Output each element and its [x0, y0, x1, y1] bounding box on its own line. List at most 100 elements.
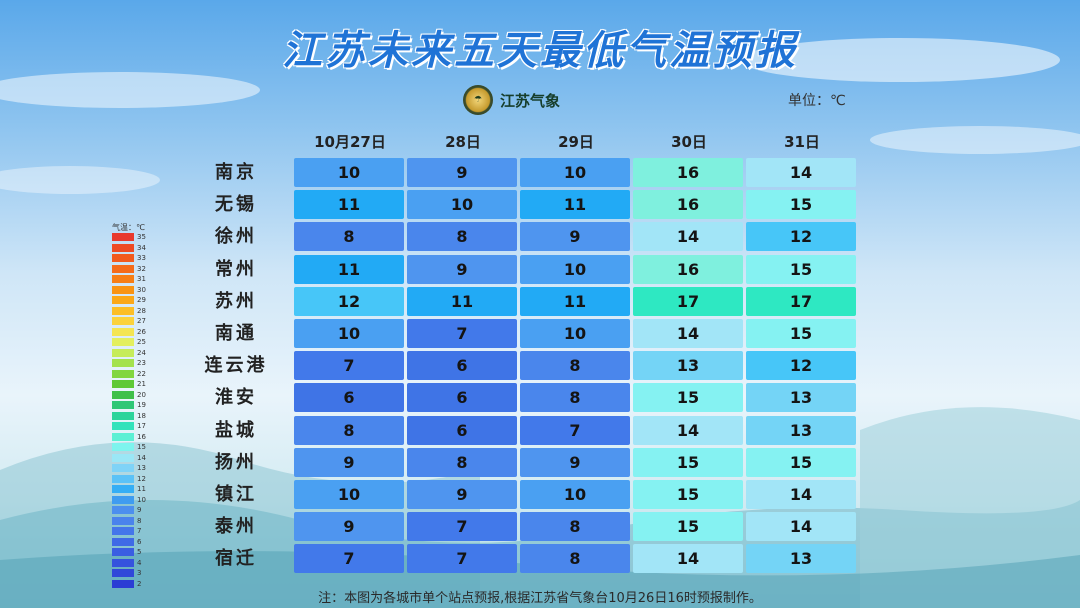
legend-swatch	[112, 401, 134, 409]
temperature-cell: 7	[294, 351, 404, 380]
temperature-cell: 9	[294, 448, 404, 477]
temperature-cell: 6	[407, 383, 517, 412]
legend-swatch	[112, 538, 134, 546]
legend-label: 9	[137, 506, 142, 514]
legend-label: 6	[137, 538, 142, 546]
column-header: 10月27日	[314, 133, 386, 151]
temperature-cell: 14	[633, 319, 743, 348]
legend-label: 21	[137, 380, 146, 388]
legend-swatch	[112, 244, 134, 252]
temperature-cell: 10	[407, 190, 517, 219]
legend-label: 25	[137, 338, 146, 346]
legend-title: 气温：℃	[112, 223, 145, 232]
legend-label: 10	[137, 496, 146, 504]
legend-swatch	[112, 307, 134, 315]
legend-label: 32	[137, 265, 146, 273]
temperature-cell: 9	[407, 255, 517, 284]
legend-label: 3	[137, 569, 142, 577]
legend-swatch	[112, 548, 134, 556]
temperature-cell: 11	[520, 287, 630, 316]
legend-swatch	[112, 485, 134, 493]
legend-label: 34	[137, 244, 146, 252]
temperature-cell: 9	[294, 512, 404, 541]
temperature-cell: 8	[407, 448, 517, 477]
row-header-city: 无锡	[215, 194, 257, 215]
legend-label: 23	[137, 359, 146, 367]
legend-label: 5	[137, 548, 142, 556]
temperature-cell: 12	[746, 222, 856, 251]
brand-logo: ☂ 江苏气象	[463, 84, 560, 116]
temperature-cell: 15	[746, 448, 856, 477]
temperature-cell: 6	[294, 383, 404, 412]
temperature-cell: 13	[746, 416, 856, 445]
temperature-cell: 8	[520, 351, 630, 380]
legend-swatch	[112, 506, 134, 514]
temperature-cell: 10	[294, 158, 404, 187]
row-header-city: 徐州	[215, 226, 257, 247]
temperature-cell: 11	[407, 287, 517, 316]
temperature-cell: 15	[633, 448, 743, 477]
temperature-cell: 13	[633, 351, 743, 380]
legend-swatch	[112, 454, 134, 462]
legend-label: 33	[137, 254, 146, 262]
temperature-cell: 8	[520, 544, 630, 573]
page-title: 江苏未来五天最低气温预报	[282, 28, 798, 74]
temperature-cell: 14	[746, 158, 856, 187]
temperature-cell: 14	[633, 222, 743, 251]
temperature-cell: 10	[520, 255, 630, 284]
legend-swatch	[112, 412, 134, 420]
legend-swatch	[112, 580, 134, 588]
legend-swatch	[112, 391, 134, 399]
legend-label: 17	[137, 422, 146, 430]
temperature-cell: 15	[633, 480, 743, 509]
temperature-cell: 14	[746, 480, 856, 509]
temperature-cell: 8	[520, 383, 630, 412]
legend-label: 4	[137, 559, 142, 567]
legend-swatch	[112, 359, 134, 367]
unit-label: 单位：℃	[788, 93, 846, 109]
legend-label: 31	[137, 275, 146, 283]
temperature-cell: 8	[520, 512, 630, 541]
temperature-cell: 17	[746, 287, 856, 316]
column-header: 30日	[671, 133, 707, 151]
temperature-cell: 8	[407, 222, 517, 251]
temperature-cell: 15	[746, 255, 856, 284]
legend-label: 14	[137, 454, 146, 462]
temperature-cell: 10	[520, 319, 630, 348]
temperature-cell: 14	[746, 512, 856, 541]
legend-label: 7	[137, 527, 142, 535]
row-header-city: 南京	[215, 162, 257, 183]
temperature-cell: 11	[294, 190, 404, 219]
legend-label: 28	[137, 307, 146, 315]
temperature-cell: 7	[407, 319, 517, 348]
temperature-cell: 15	[633, 512, 743, 541]
legend-swatch	[112, 349, 134, 357]
row-header-city: 泰州	[215, 516, 257, 537]
legend-swatch	[112, 559, 134, 567]
legend-label: 18	[137, 412, 146, 420]
row-header-city: 宿迁	[215, 548, 257, 569]
temperature-cell: 6	[407, 416, 517, 445]
temperature-cell: 9	[520, 448, 630, 477]
temperature-cell: 10	[294, 480, 404, 509]
legend-label: 19	[137, 401, 146, 409]
column-header: 31日	[784, 133, 820, 151]
temperature-cell: 7	[407, 544, 517, 573]
legend-swatch	[112, 569, 134, 577]
footnote: 注：本图为各城市单个站点预报,根据江苏省气象台10月26日16时预报制作。	[318, 591, 762, 606]
legend-label: 22	[137, 370, 146, 378]
legend-swatch	[112, 254, 134, 262]
legend-swatch	[112, 496, 134, 504]
legend-swatch	[112, 464, 134, 472]
legend-swatch	[112, 443, 134, 451]
legend-swatch	[112, 275, 134, 283]
column-header: 28日	[445, 133, 481, 151]
row-header-city: 淮安	[215, 387, 257, 408]
temperature-cell: 7	[520, 416, 630, 445]
legend-label: 26	[137, 328, 146, 336]
legend-swatch	[112, 370, 134, 378]
legend-label: 27	[137, 317, 146, 325]
row-header-city: 常州	[215, 259, 257, 280]
legend-swatch	[112, 338, 134, 346]
legend-swatch	[112, 296, 134, 304]
